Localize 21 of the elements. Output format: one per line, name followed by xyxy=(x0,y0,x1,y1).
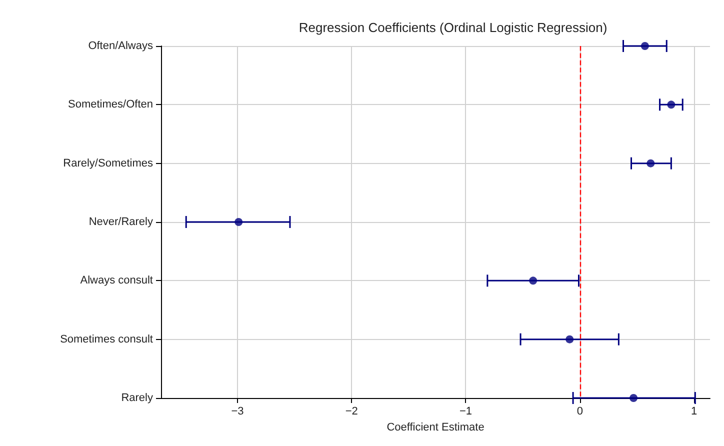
point xyxy=(234,218,243,226)
point xyxy=(640,42,649,50)
point xyxy=(630,394,638,402)
point xyxy=(566,335,574,344)
chart-title: Regression Coefficients (Ordinal Logistic Regression) xyxy=(298,20,608,35)
y-tick-label: Sometimes/Often xyxy=(68,98,153,111)
y-tick-label: Never/Rarely xyxy=(88,216,154,228)
y-tick-label: Rarely/Sometimes xyxy=(63,157,154,170)
x-tick-label: −2 xyxy=(345,406,358,418)
point xyxy=(667,100,676,109)
x-tick-label: 0 xyxy=(576,406,583,418)
x-axis-title: Coefficient Estimate xyxy=(386,422,484,434)
y-tick-label: Rarely xyxy=(121,392,154,404)
point xyxy=(646,159,655,168)
x-tick-label: −3 xyxy=(231,406,244,418)
y-tick-label: Often/Always xyxy=(88,40,154,52)
y-tick-label: Always consult xyxy=(80,274,153,287)
y-tick-label: Sometimes consult xyxy=(60,333,153,346)
point xyxy=(529,276,538,285)
x-tick-label: −1 xyxy=(459,406,472,418)
x-tick-label: 1 xyxy=(690,406,698,418)
